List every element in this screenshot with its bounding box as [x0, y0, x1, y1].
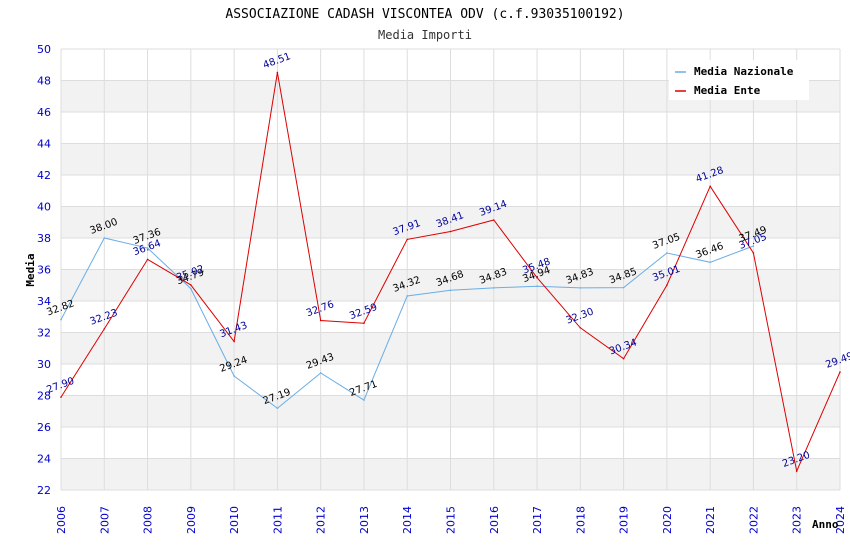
y-tick-label: 32: [37, 327, 51, 340]
chart-title: ASSOCIAZIONE CADASH VISCONTEA ODV (c.f.9…: [225, 7, 624, 22]
x-tick-label: 2023: [791, 506, 804, 534]
data-point: [233, 340, 235, 343]
data-point: [103, 328, 106, 330]
x-tick-label: 2016: [488, 506, 501, 534]
y-tick-label: 44: [37, 138, 51, 151]
chart-subtitle: Media Importi: [378, 28, 472, 42]
x-tick-label: 2018: [574, 506, 587, 534]
data-point: [795, 470, 798, 472]
legend-box: [669, 60, 809, 100]
data-point: [449, 230, 452, 233]
data-point: [579, 326, 582, 329]
legend-label-media-nazionale: Media Nazionale: [694, 65, 794, 78]
data-point: [146, 258, 149, 261]
data-point: [709, 261, 711, 264]
x-tick-label: 2015: [445, 506, 458, 534]
x-tick-label: 2020: [661, 506, 674, 534]
data-point: [319, 372, 322, 374]
x-tick-label: 2012: [315, 506, 328, 534]
data-point: [666, 252, 668, 254]
y-axis-ticks: 22 24 26 28 30 32 34 36 38 40 42 44 46 48 50: [37, 43, 51, 497]
data-point: [839, 371, 841, 373]
y-tick-label: 48: [37, 75, 51, 88]
y-tick-label: 34: [37, 295, 51, 308]
x-tick-label: 2017: [531, 506, 544, 534]
x-tick-label: 2019: [618, 506, 631, 534]
x-tick-label: 2022: [747, 506, 760, 534]
x-tick-label: 2011: [271, 506, 284, 534]
x-tick-label: 2014: [401, 506, 414, 534]
data-point: [146, 247, 149, 249]
data-point: [752, 252, 755, 254]
legend-label-media-ente: Media Ente: [694, 84, 761, 97]
data-point: [752, 245, 755, 247]
data-point: [709, 185, 711, 188]
x-axis-label: Anno: [812, 518, 839, 531]
y-tick-label: 36: [37, 264, 51, 277]
data-point: [319, 319, 322, 322]
y-tick-label: 26: [37, 421, 51, 434]
x-tick-label: 2024: [834, 506, 847, 534]
data-point: [363, 399, 365, 401]
y-tick-label: 42: [37, 169, 51, 182]
x-tick-label: 2006: [55, 506, 68, 534]
x-tick-label: 2013: [358, 506, 371, 534]
data-point: [233, 375, 235, 377]
data-point: [276, 71, 279, 74]
y-axis-label: Media: [24, 253, 37, 286]
data-point: [449, 289, 452, 292]
data-point: [622, 357, 625, 360]
series-lines: [60, 71, 841, 473]
x-tick-label: 2008: [142, 506, 155, 534]
data-point: [492, 287, 495, 289]
y-tick-label: 30: [37, 358, 51, 371]
data-point: [60, 396, 62, 398]
data-point: [103, 237, 106, 239]
y-tick-label: 28: [37, 390, 51, 403]
x-tick-label: 2007: [98, 506, 111, 534]
data-point: [406, 295, 409, 297]
data-point: [666, 284, 668, 286]
data-point: [579, 287, 582, 289]
data-point: [190, 284, 192, 286]
x-tick-label: 2010: [228, 506, 241, 534]
data-point: [492, 219, 495, 221]
y-tick-label: 38: [37, 232, 51, 245]
data-point: [406, 238, 409, 241]
y-tick-label: 24: [37, 453, 51, 466]
y-tick-label: 40: [37, 201, 51, 214]
y-tick-label: 22: [37, 484, 51, 497]
data-point: [60, 318, 62, 321]
x-axis-ticks: 2006 2007 2008 2009 2010 2011 2012 2013 2014 2015…: [55, 506, 847, 534]
legend: Media Nazionale Media Ente: [669, 60, 809, 100]
data-point: [276, 407, 279, 410]
data-point: [190, 287, 192, 290]
y-tick-label: 46: [37, 106, 51, 119]
data-point: [622, 286, 625, 289]
data-point: [536, 276, 538, 279]
x-tick-label: 2021: [704, 506, 717, 534]
y-tick-label: 50: [37, 43, 51, 56]
x-tick-label: 2009: [185, 506, 198, 534]
data-point: [536, 285, 538, 287]
data-point: [363, 322, 365, 325]
